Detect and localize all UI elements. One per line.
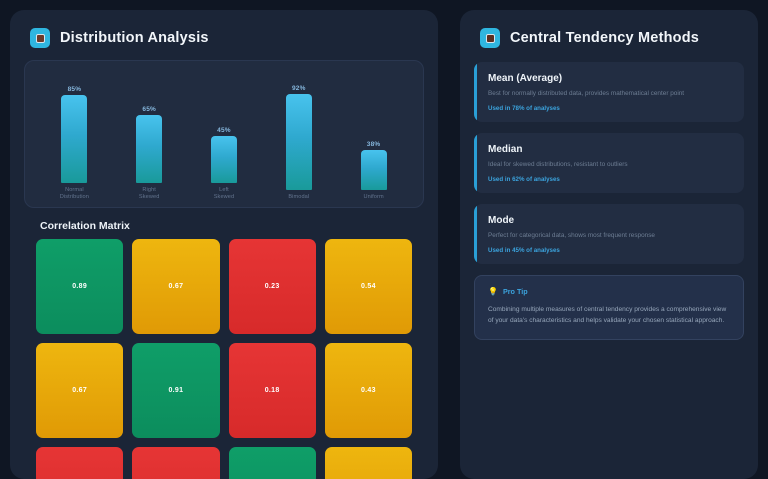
- bar[interactable]: [136, 115, 163, 183]
- bar-value-label: 85%: [67, 85, 82, 93]
- matrix-cell[interactable]: 0.23: [228, 239, 316, 334]
- pro-tip-box: 💡 Pro Tip Combining multiple measures of…: [474, 275, 744, 340]
- correlation-matrix-grid: 0.89 0.67 0.23 0.54 0.67 0.91 0.18 0.43: [36, 239, 412, 479]
- bar-column: 45% Left Skewed: [190, 69, 258, 201]
- distribution-analysis-panel: Distribution Analysis 85% Normal Distribut…: [10, 10, 438, 479]
- matrix-cell[interactable]: 0.54: [324, 239, 412, 334]
- bar-column: 38% Uniform: [340, 69, 408, 201]
- method-card[interactable]: Median Ideal for skewed distributions, re…: [474, 133, 744, 193]
- bar[interactable]: [210, 136, 237, 183]
- bar[interactable]: [285, 94, 312, 190]
- correlation-matrix-title: Correlation Matrix: [40, 220, 130, 232]
- matrix-cell[interactable]: [324, 447, 412, 479]
- bar-column: 85% Normal Distribution: [40, 69, 108, 201]
- bar[interactable]: [360, 150, 387, 190]
- bar-category-label: Normal Distribution: [59, 187, 89, 200]
- chart-plot-area: 85% Normal Distribution 65% Right Skewed 45% Le…: [37, 69, 411, 201]
- bar-category-label: Left Skewed: [213, 187, 235, 200]
- bar-value-label: 45%: [217, 127, 231, 135]
- left-panel-header: Distribution Analysis: [10, 10, 438, 60]
- right-panel-title: Central Tendency Methods: [510, 30, 700, 46]
- bar-value-label: 65%: [142, 106, 156, 114]
- pro-tip-body: Combining multiple measures of central t…: [488, 306, 727, 324]
- chart-square-icon: [30, 28, 50, 48]
- matrix-cell[interactable]: 0.89: [36, 239, 124, 334]
- method-description: Perfect for categorical data, shows most…: [488, 232, 655, 239]
- distribution-bar-chart: 85% Normal Distribution 65% Right Skewed 45% Le…: [24, 60, 424, 208]
- bar-column: 92% Bimodal: [265, 69, 333, 201]
- pro-tip-header: 💡 Pro Tip: [488, 287, 730, 296]
- bar-category-label: Bimodal: [288, 194, 310, 200]
- method-usage-stat: Used in 78% of analyses: [488, 105, 560, 112]
- matrix-cell[interactable]: 0.67: [132, 239, 220, 334]
- bar-value-label: 92%: [291, 85, 306, 93]
- method-card[interactable]: Mode Perfect for categorical data, shows …: [474, 204, 744, 264]
- matrix-cell[interactable]: [36, 447, 124, 479]
- central-tendency-panel: Central Tendency Methods Mean (Average) B…: [460, 10, 758, 479]
- matrix-cell[interactable]: [228, 447, 316, 479]
- method-usage-stat: Used in 62% of analyses: [488, 176, 560, 183]
- matrix-cell[interactable]: 0.67: [36, 343, 124, 438]
- methods-list: Mean (Average) Best for normally distribu…: [460, 60, 758, 264]
- matrix-cell[interactable]: 0.91: [132, 343, 220, 438]
- pro-tip-title: Pro Tip: [502, 287, 528, 296]
- bar[interactable]: [61, 94, 88, 183]
- method-usage-stat: Used in 45% of analyses: [488, 247, 560, 254]
- matrix-cell[interactable]: 0.43: [324, 343, 412, 438]
- method-card[interactable]: Mean (Average) Best for normally distribu…: [474, 62, 744, 122]
- bar-category-label: Right Skewed: [138, 187, 160, 200]
- method-description: Best for normally distributed data, prov…: [488, 90, 685, 97]
- bar-value-label: 38%: [366, 141, 381, 149]
- matrix-cell[interactable]: 0.18: [228, 343, 316, 438]
- method-name: Mode: [488, 215, 515, 226]
- method-name: Mean (Average): [488, 73, 563, 84]
- method-name: Median: [488, 144, 523, 155]
- bar-category-label: Uniform: [363, 194, 384, 200]
- method-description: Ideal for skewed distributions, resistan…: [488, 161, 628, 168]
- lightbulb-icon: 💡: [488, 286, 498, 296]
- methods-square-icon: [480, 28, 500, 48]
- right-panel-header: Central Tendency Methods: [460, 10, 758, 60]
- page-title: Distribution Analysis: [60, 30, 209, 46]
- matrix-cell[interactable]: [132, 447, 220, 479]
- bar-column: 65% Right Skewed: [115, 69, 183, 201]
